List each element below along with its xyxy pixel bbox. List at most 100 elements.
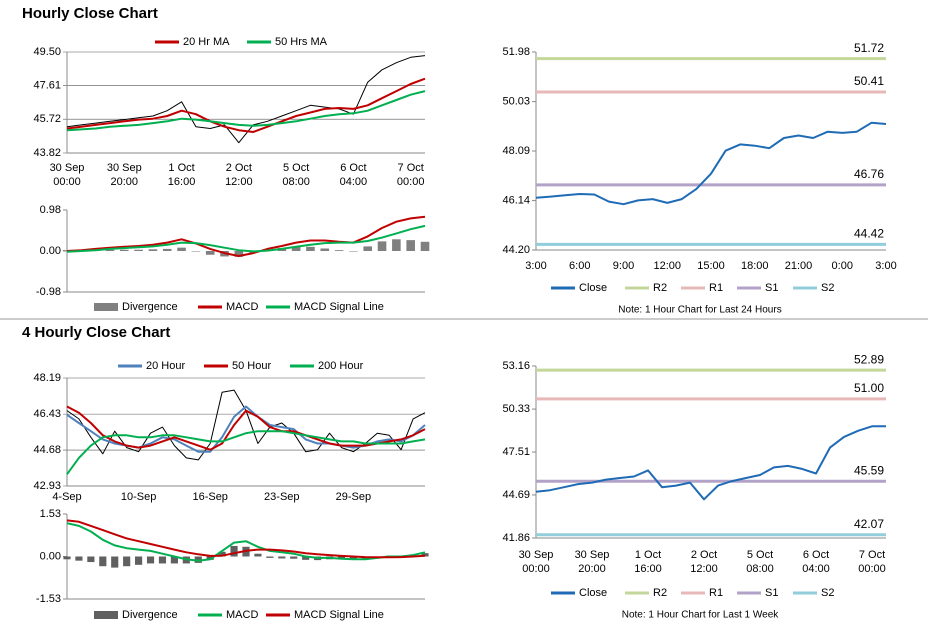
x-tick-label: 7 Oct 00:00 [858, 549, 886, 575]
legend-label: 20 Hr MA [183, 36, 230, 48]
legend-label: 20 Hour [146, 360, 185, 372]
level-label: 51.00 [854, 381, 884, 395]
bar [111, 556, 119, 568]
x-tick-label: 0:00 [832, 260, 853, 272]
x-tick-label: 15:00 [697, 260, 725, 272]
y-tick-label: -0.98 [36, 286, 61, 298]
legend-label: MACD [226, 609, 258, 621]
bar [349, 556, 357, 560]
bar [230, 545, 238, 557]
series-line [535, 425, 886, 501]
legend-label: S2 [821, 587, 834, 599]
legend-label: MACD Signal Line [294, 609, 384, 621]
legend-label: R2 [653, 587, 667, 599]
x-tick-label: 1 Oct 16:00 [634, 549, 662, 575]
bar [191, 251, 201, 252]
x-tick-label: 3:00 [525, 260, 546, 272]
bar [99, 556, 107, 567]
bar [420, 241, 430, 251]
section-title: Hourly Close Chart [22, 5, 158, 22]
bar [135, 556, 143, 565]
bar [306, 246, 315, 251]
bar [302, 556, 310, 560]
bar [87, 556, 95, 563]
bar [119, 249, 129, 251]
x-tick-label: 30 Sep 00:00 [50, 162, 85, 188]
y-tick-label: 51.98 [502, 46, 530, 58]
x-tick-label: 9:00 [613, 260, 634, 272]
y-tick-label: 44.69 [502, 489, 530, 501]
bar [75, 556, 83, 561]
bar [254, 553, 262, 557]
series-line [66, 519, 426, 559]
bar [290, 556, 298, 559]
legend-label: 50 Hour [232, 360, 271, 372]
legend-label: S1 [765, 282, 778, 294]
series-line [66, 215, 426, 257]
legend-swatch [94, 303, 118, 311]
y-tick-label: 42.93 [33, 480, 61, 492]
x-tick-label: 30 Sep 20:00 [575, 549, 610, 575]
y-tick-label: 44.68 [33, 444, 61, 456]
bar [377, 241, 387, 251]
x-tick-label: 2 Oct 12:00 [225, 162, 253, 188]
level-label: 42.07 [854, 517, 884, 531]
series-line [66, 430, 426, 475]
bar [162, 248, 172, 251]
level-label: 50.41 [854, 74, 884, 88]
y-tick-label: 0.00 [40, 550, 61, 562]
y-tick-label: 48.09 [502, 145, 530, 157]
series-line [66, 224, 426, 253]
bar [334, 250, 344, 251]
bar [234, 251, 244, 257]
x-tick-label: 6 Oct 04:00 [802, 549, 830, 575]
legend-label: MACD Signal Line [294, 301, 384, 313]
bar [177, 247, 186, 251]
y-tick-label: 46.14 [502, 195, 530, 207]
y-tick-label: 50.03 [502, 96, 530, 108]
bar [363, 246, 373, 251]
y-tick-label: 46.43 [33, 408, 61, 420]
x-tick-label: 12:00 [653, 260, 681, 272]
series-line [66, 77, 426, 133]
legend-label: 50 Hrs MA [275, 36, 328, 48]
bar [421, 553, 429, 557]
bar [105, 249, 115, 251]
y-tick-label: 48.19 [33, 372, 61, 384]
legend-label: R1 [709, 282, 723, 294]
bar [134, 249, 143, 251]
y-tick-label: 0.98 [40, 204, 61, 216]
y-tick-label: 41.86 [502, 532, 530, 544]
y-tick-label: 47.61 [33, 80, 61, 92]
x-tick-label: 7 Oct 00:00 [397, 162, 425, 188]
legend-label: S1 [765, 587, 778, 599]
level-label: 46.76 [854, 167, 884, 181]
y-tick-label: 0.00 [40, 245, 61, 257]
legend-label: Divergence [122, 609, 178, 621]
bar [218, 551, 226, 557]
x-tick-label: 23-Sep [264, 491, 299, 503]
chart-note: Note: 1 Hour Chart for Last 1 Week [622, 610, 780, 621]
x-tick-label: 5 Oct 08:00 [282, 162, 310, 188]
bar [291, 246, 301, 251]
bar [63, 556, 71, 560]
x-tick-label: 1 Oct 16:00 [168, 162, 196, 188]
series-line [535, 121, 887, 206]
legend-label: R1 [709, 587, 723, 599]
legend-label: Close [579, 587, 607, 599]
level-label: 44.42 [854, 227, 884, 241]
chart-note: Note: 1 Hour Chart for Last 24 Hours [618, 305, 781, 316]
bar [278, 556, 286, 559]
x-tick-label: 30 Sep 00:00 [519, 549, 554, 575]
bar [170, 556, 178, 564]
bar [266, 556, 274, 558]
bar [158, 556, 167, 564]
section-title: 4 Hourly Close Chart [22, 324, 170, 341]
x-tick-label: 30 Sep 20:00 [107, 162, 142, 188]
x-tick-label: 18:00 [741, 260, 769, 272]
bar [148, 249, 158, 251]
legend-label: Close [579, 282, 607, 294]
series-line [66, 389, 426, 461]
